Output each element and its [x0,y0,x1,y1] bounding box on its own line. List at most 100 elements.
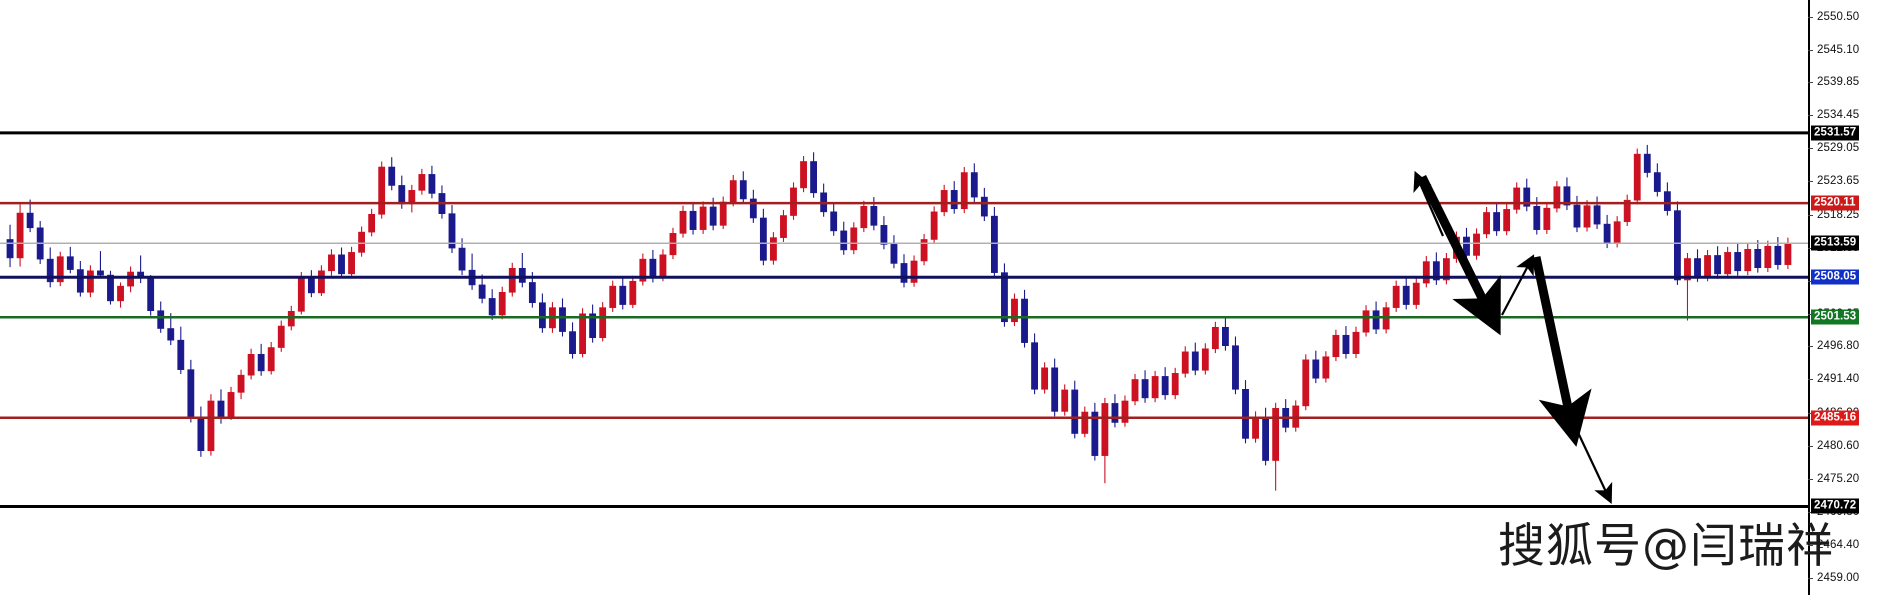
candlestick [56,251,64,287]
candlestick [267,342,275,375]
candlestick [1151,370,1159,403]
candle-body [1051,367,1059,412]
candle-body [1181,351,1189,374]
candlestick [1744,243,1752,276]
axis-tick-label: 2518.25 [1817,208,1860,221]
candle-body [1633,153,1641,201]
candle-body [790,187,797,216]
candlestick [408,184,416,213]
lower-black-support-tag[interactable]: 2470.72 [1811,498,1860,514]
candlestick [930,206,938,244]
chart-plot-area[interactable] [0,0,1808,595]
candle-body [1131,379,1139,402]
candlestick [1463,227,1470,261]
axis-tick [1808,81,1813,83]
axis-tick-label: 2464.40 [1817,539,1860,552]
candle-body [508,268,516,293]
candle-body [709,206,717,226]
candlestick [508,262,516,297]
axis-tick [1808,181,1813,183]
green-support-tag[interactable]: 2501.53 [1811,309,1860,325]
gray-midline-tag[interactable]: 2513.59 [1811,235,1860,251]
candle-body [930,211,938,240]
candle-body [840,230,848,251]
candle-body [1061,389,1069,412]
candlestick [127,266,134,293]
red-support-tag[interactable]: 2485.16 [1811,410,1860,426]
candlestick [1422,256,1430,288]
candlestick [1161,367,1169,400]
candle-body [197,416,205,452]
navy-pivot-tag[interactable]: 2508.05 [1811,269,1860,285]
candle-body [800,161,807,189]
candlestick [1543,202,1551,234]
candlestick [1473,228,1480,260]
candlestick [458,238,466,276]
price-axis[interactable]: 2550.50 2545.10 2539.85 2534.45 2529.05 2523.… [1808,0,1884,595]
forecast-leg-4-down[interactable] [1531,256,1592,447]
candlestick [86,265,94,298]
candle-body [1141,379,1149,399]
candle-body [1412,282,1420,305]
axis-tick-label: 2480.60 [1817,439,1860,452]
candle-body [1312,359,1320,379]
candlestick [358,226,366,257]
candle-body [1402,285,1410,305]
candle-body [378,166,386,215]
candle-body [1744,248,1752,272]
candlestick [1021,289,1028,348]
candle-body [1071,389,1079,434]
candle-body [1643,153,1651,173]
candle-body [127,271,134,287]
candle-body [76,269,84,293]
candlestick [1412,277,1420,309]
candlestick [619,276,627,310]
candle-body [1684,258,1691,281]
candlestick [1392,280,1400,312]
candlestick [820,183,828,217]
candle-body [1332,334,1340,358]
forecast-leg-1-up[interactable] [1413,170,1445,237]
forecast-leg-2-down[interactable] [1417,174,1501,336]
forecast-leg-3-up[interactable] [1501,254,1535,316]
candlestick [569,322,576,359]
candle-body [46,258,54,283]
candlestick [368,208,376,237]
candle-body [388,166,396,186]
forecast-leg-5-down[interactable] [1573,423,1613,504]
candlestick [1252,411,1259,443]
candlestick [1332,329,1340,362]
candlestick [950,181,958,214]
candlestick [609,280,617,312]
candlestick [1171,367,1179,400]
candle-body [66,256,74,270]
candle-body [458,247,466,271]
candle-body [639,258,647,282]
candlestick [579,308,586,358]
candlestick [498,286,506,320]
axis-tick [1808,445,1813,447]
candlestick [207,394,215,456]
red-resistance-tag[interactable]: 2520.11 [1811,195,1859,211]
upper-black-resistance-tag[interactable]: 2531.57 [1811,125,1860,141]
candlestick [1222,318,1229,351]
candlestick [147,275,155,316]
candlestick [448,205,456,253]
candle-body [418,174,426,191]
candle-body [970,172,978,198]
candle-body [318,270,325,294]
candlestick [599,302,607,342]
candle-body [1442,258,1450,281]
candle-body [980,196,988,217]
axis-tick [1808,214,1813,216]
candle-body [960,172,968,210]
candle-body [1523,187,1531,207]
candle-body [679,210,687,234]
candle-body [1041,367,1049,390]
candle-body [1754,248,1762,269]
candlestick [16,204,24,267]
candlestick [1573,195,1581,233]
candle-body [247,353,255,376]
candlestick [1784,237,1792,269]
candlestick [940,184,948,217]
